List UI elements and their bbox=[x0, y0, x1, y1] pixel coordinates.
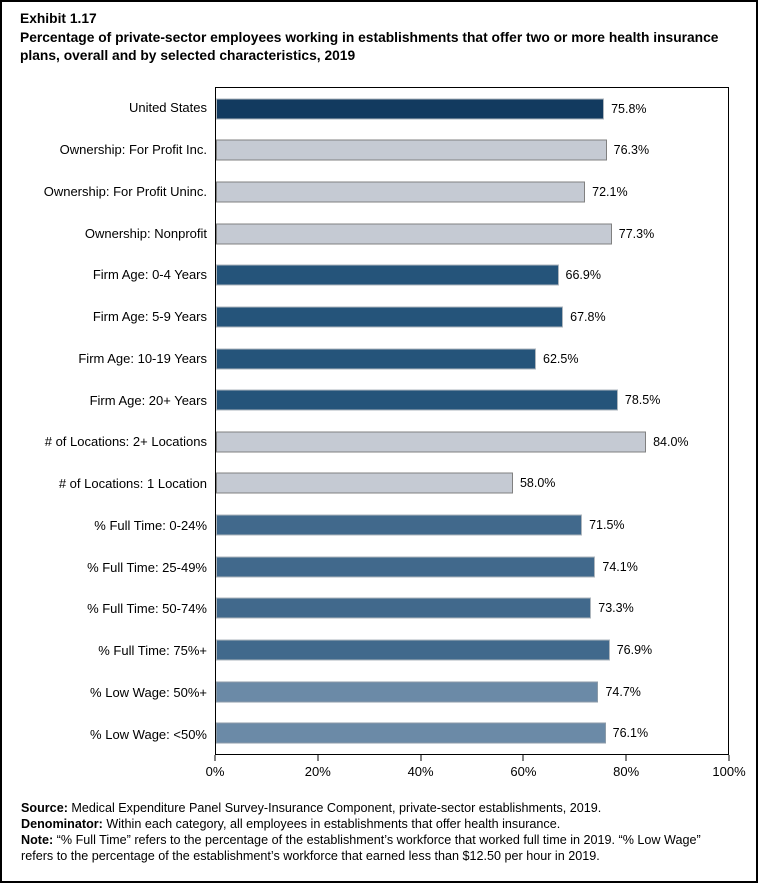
tick-label: 0% bbox=[205, 764, 225, 779]
note-text: “% Full Time” refers to the percentage o… bbox=[21, 833, 701, 864]
bar-value-label: 78.5% bbox=[624, 393, 661, 408]
bar bbox=[216, 556, 596, 578]
x-axis-tick-labels: 0% 20% 40% 60% 80% 100% bbox=[206, 764, 746, 780]
bar-value-label: 66.9% bbox=[565, 268, 601, 283]
category-label: % Full Time: 25-49% bbox=[87, 559, 207, 575]
bar bbox=[216, 639, 610, 661]
bar-row: 76.1% bbox=[216, 712, 728, 754]
bar bbox=[216, 389, 618, 411]
bar bbox=[216, 681, 599, 703]
tick-label: 60% bbox=[510, 764, 537, 779]
bar-value-label: 76.1% bbox=[612, 726, 649, 741]
bar bbox=[216, 514, 583, 536]
bar-row: 76.9% bbox=[216, 629, 728, 671]
category-label: Firm Age: 5-9 Years bbox=[92, 309, 207, 325]
denominator-text: Within each category, all employees in e… bbox=[102, 817, 561, 832]
plot-area: 75.8% 76.3% 72.1% 77.3% 66.9% 67.8% 62.5% 78.5%… bbox=[215, 87, 729, 755]
tick-label: 80% bbox=[613, 764, 640, 779]
category-label: Firm Age: 10-19 Years bbox=[78, 350, 207, 366]
bar-row: 77.3% bbox=[216, 213, 728, 255]
bar-value-label: 67.8% bbox=[570, 309, 606, 324]
bar-row: 62.5% bbox=[216, 338, 728, 380]
bar-row: 74.7% bbox=[216, 671, 728, 713]
bar bbox=[216, 348, 536, 370]
bar-value-label: 71.5% bbox=[589, 518, 625, 533]
bar-row: 76.3% bbox=[216, 130, 728, 172]
x-axis-ticks bbox=[214, 755, 730, 761]
bar bbox=[216, 306, 564, 328]
bar-value-label: 73.3% bbox=[598, 601, 634, 616]
category-label: % Full Time: 0-24% bbox=[94, 517, 207, 533]
tick-mark bbox=[214, 755, 216, 761]
source-note: Source: Medical Expenditure Panel Survey… bbox=[21, 800, 727, 816]
tick-label: 100% bbox=[712, 764, 746, 779]
bar-value-label: 77.3% bbox=[618, 226, 655, 241]
category-label: Ownership: For Profit Uninc. bbox=[43, 183, 207, 199]
category-label: Firm Age: 0-4 Years bbox=[92, 267, 207, 283]
category-label: % Low Wage: <50% bbox=[90, 726, 207, 742]
bar-row: 72.1% bbox=[216, 171, 728, 213]
tick-label: 40% bbox=[407, 764, 434, 779]
bar-value-label: 76.3% bbox=[613, 143, 650, 158]
bar bbox=[216, 472, 513, 494]
bar-row: 66.9% bbox=[216, 255, 728, 297]
tick-label: 20% bbox=[304, 764, 331, 779]
bar-row: 71.5% bbox=[216, 504, 728, 546]
chart-title: Percentage of private-sector employees w… bbox=[20, 30, 719, 64]
bar-value-label: 75.8% bbox=[611, 101, 647, 116]
source-label: Source: bbox=[21, 801, 68, 815]
category-labels: United States Ownership: For Profit Inc. O… bbox=[2, 87, 207, 755]
bar-value-label: 74.1% bbox=[602, 559, 638, 574]
denominator-label: Denominator: bbox=[21, 817, 103, 832]
footer-notes: Source: Medical Expenditure Panel Survey… bbox=[21, 800, 727, 864]
bar-value-label: 72.1% bbox=[592, 185, 628, 200]
bar-value-label: 62.5% bbox=[543, 351, 579, 366]
bar-row: 74.1% bbox=[216, 546, 728, 588]
bar bbox=[216, 722, 606, 744]
tick-mark bbox=[420, 755, 422, 761]
tick-mark bbox=[317, 755, 319, 761]
bar-row: 73.3% bbox=[216, 588, 728, 630]
bar bbox=[216, 139, 607, 161]
tick-mark bbox=[522, 755, 524, 761]
category-label: % Low Wage: 50%+ bbox=[90, 684, 207, 700]
category-label: Ownership: Nonprofit bbox=[84, 225, 207, 241]
bar-value-label: 58.0% bbox=[519, 476, 556, 491]
bar-value-label: 76.9% bbox=[616, 642, 653, 657]
category-label: % Full Time: 75%+ bbox=[98, 643, 207, 659]
category-label: Ownership: For Profit Inc. bbox=[59, 142, 207, 158]
category-label: United States bbox=[128, 100, 207, 116]
source-text: Medical Expenditure Panel Survey-Insuran… bbox=[67, 801, 602, 815]
bar-value-label: 74.7% bbox=[605, 684, 641, 699]
bar-row: 78.5% bbox=[216, 379, 728, 421]
title-block: Exhibit 1.17 Percentage of private-secto… bbox=[20, 10, 730, 66]
bar bbox=[216, 98, 605, 120]
bar-row: 67.8% bbox=[216, 296, 728, 338]
tick-mark bbox=[625, 755, 627, 761]
denominator-note: Denominator: Within each category, all e… bbox=[21, 816, 727, 832]
bar-row: 58.0% bbox=[216, 463, 728, 505]
bar-row: 84.0% bbox=[216, 421, 728, 463]
category-label: Firm Age: 20+ Years bbox=[89, 392, 207, 408]
bar bbox=[216, 223, 612, 245]
exhibit-label: Exhibit 1.17 bbox=[20, 11, 97, 26]
bar bbox=[216, 264, 559, 286]
note-note: Note: “% Full Time” refers to the percen… bbox=[21, 832, 727, 864]
category-label: # of Locations: 2+ Locations bbox=[44, 434, 207, 450]
category-label: # of Locations: 1 Location bbox=[58, 476, 207, 492]
bar-row: 75.8% bbox=[216, 88, 728, 130]
bar-value-label: 84.0% bbox=[653, 434, 689, 449]
bar bbox=[216, 181, 586, 203]
category-label: % Full Time: 50-74% bbox=[87, 601, 207, 617]
bar bbox=[216, 431, 647, 453]
tick-mark bbox=[728, 755, 730, 761]
bar bbox=[216, 597, 592, 619]
note-label: Note: bbox=[21, 833, 54, 848]
